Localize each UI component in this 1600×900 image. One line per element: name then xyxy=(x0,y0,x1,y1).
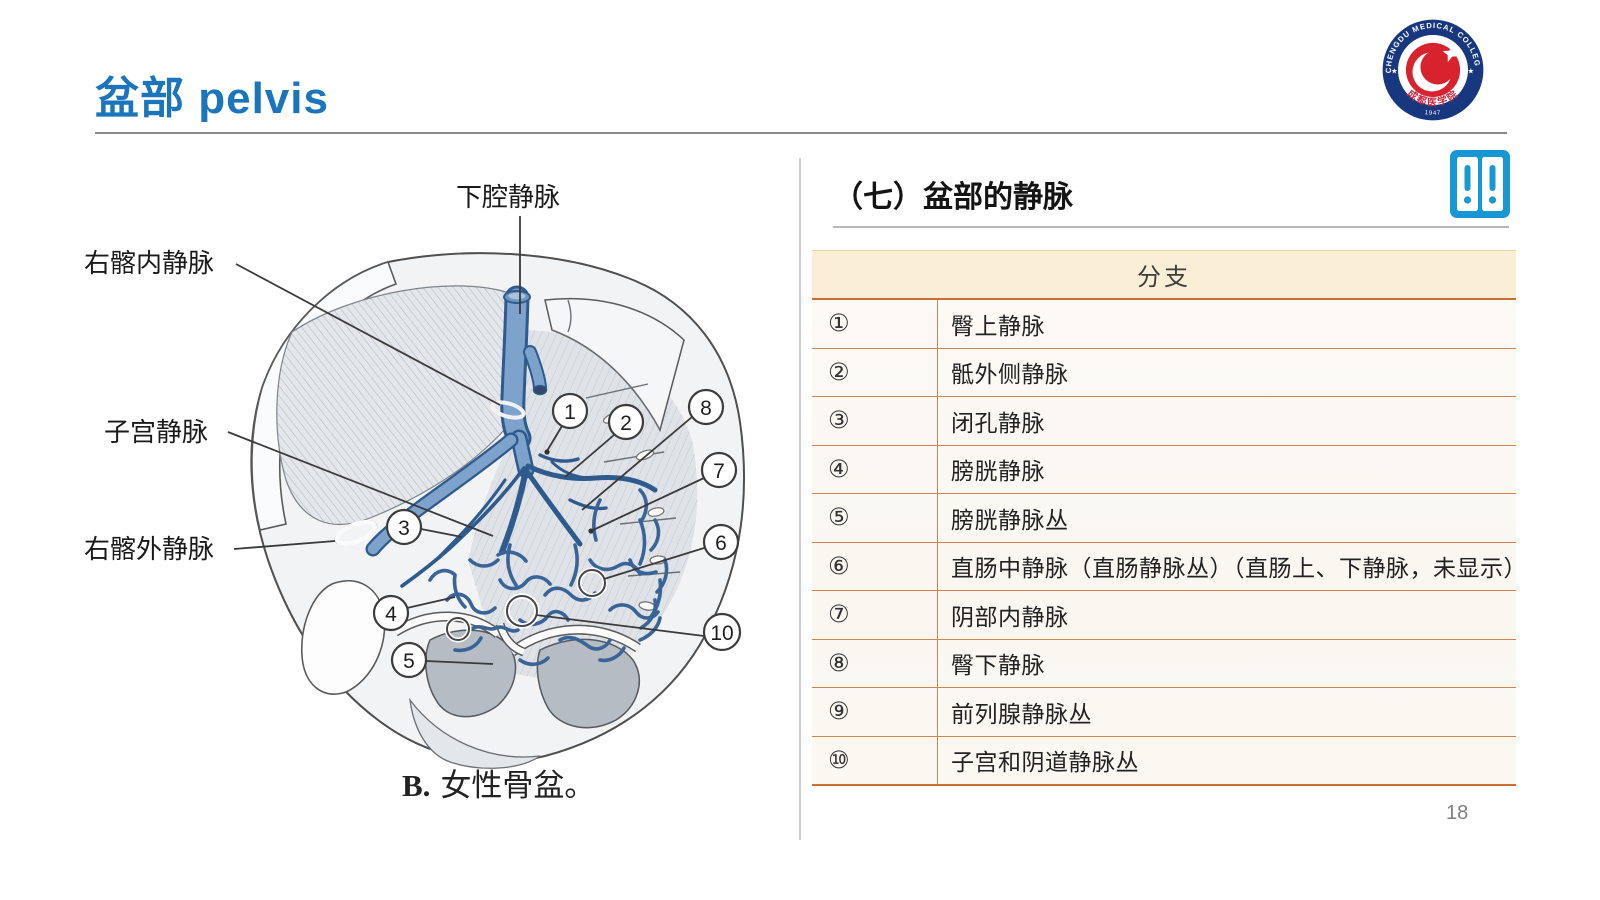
marker-1: 1 xyxy=(551,392,589,430)
internal-iliac-ring xyxy=(490,400,526,420)
table-row: ⑨ 前列腺静脉丛 xyxy=(812,688,1516,737)
page-number: 18 xyxy=(1446,802,1469,824)
svg-text:2: 2 xyxy=(620,412,632,435)
pelvis-diagram: 1 2 8 7 6 10 3 4 5 下腔静脉 右髂内静脉 子宫静脉 右髂外静脉 xyxy=(84,183,746,769)
row-branch: 直肠中静脉（直肠静脉丛）（直肠上、下静脉，未显示） xyxy=(937,542,1527,590)
table-row: ④ 膀胱静脉 xyxy=(812,445,1516,494)
marker-10: 10 xyxy=(702,612,742,652)
table-header: 分支 xyxy=(812,250,1516,300)
section-heading: （七）盆部的静脉 xyxy=(833,181,1073,214)
external-iliac-ring xyxy=(334,519,378,547)
row-branch: 阴部内静脉 xyxy=(937,591,1516,639)
vertical-divider xyxy=(799,158,801,840)
row-number: ⑤ xyxy=(828,505,850,532)
row-number: ② xyxy=(828,359,850,386)
row-number: ⑥ xyxy=(828,553,850,580)
branches-table: 分支 ① 臀上静脉 ② 骶外侧静脉 ③ 闭孔静脉 ④ 膀胱静脉 ⑤ 膀胱静脉丛 ⑥ 直肠中静… xyxy=(812,250,1527,786)
table-row: ③ 闭孔静脉 xyxy=(812,397,1516,446)
svg-text:1: 1 xyxy=(564,401,576,424)
row-branch: 骶外侧静脉 xyxy=(937,348,1516,396)
marker-4: 4 xyxy=(372,594,410,632)
diagram-markers: 1 2 8 7 6 10 3 4 5 xyxy=(372,388,742,679)
table-row: ② 骶外侧静脉 xyxy=(812,348,1516,397)
table-row: ⑩ 子宫和阴道静脉丛 xyxy=(812,736,1516,786)
marker-5: 5 xyxy=(390,641,428,679)
row-number: ③ xyxy=(828,408,850,435)
svg-text:7: 7 xyxy=(713,460,725,483)
leader-lines xyxy=(227,216,705,665)
marker-7: 7 xyxy=(700,451,738,489)
row-branch: 前列腺静脉丛 xyxy=(937,688,1516,736)
label-ivc: 下腔静脉 xyxy=(456,183,560,212)
row-branch: 闭孔静脉 xyxy=(937,397,1516,445)
marker-3: 3 xyxy=(385,508,423,546)
row-number: ⑩ xyxy=(828,747,850,774)
caption-letter: B. xyxy=(402,768,431,803)
plexus-rings xyxy=(444,567,608,643)
row-branch: 臀上静脉 xyxy=(937,300,1516,348)
table-row: ⑥ 直肠中静脉（直肠静脉丛）（直肠上、下静脉，未显示） xyxy=(812,542,1527,591)
row-number: ⑧ xyxy=(828,650,850,677)
logo-year: 1947 xyxy=(1424,110,1442,117)
svg-text:8: 8 xyxy=(700,397,712,420)
heading-underline xyxy=(833,226,1509,228)
row-number: ⑨ xyxy=(828,699,850,726)
binders-icon xyxy=(1450,150,1510,218)
label-uterine-vein: 子宫静脉 xyxy=(104,418,208,447)
marker-6: 6 xyxy=(702,523,740,561)
svg-text:10: 10 xyxy=(710,622,733,645)
college-logo-icon: CHENGDU MEDICAL COLLEGE ★ ★ 成都医学院 1947 xyxy=(1377,14,1484,121)
logo-star-right: ★ xyxy=(1468,67,1475,76)
svg-text:6: 6 xyxy=(715,532,727,555)
table-row: ⑦ 阴部内静脉 xyxy=(812,591,1516,640)
title-divider xyxy=(95,132,1507,134)
row-number: ① xyxy=(828,311,850,338)
row-number: ④ xyxy=(828,456,850,483)
table-row: ⑧ 臀下静脉 xyxy=(812,639,1516,688)
table-row: ⑤ 膀胱静脉丛 xyxy=(812,494,1516,543)
logo-star-left: ★ xyxy=(1391,67,1398,76)
row-branch: 膀胱静脉 xyxy=(937,445,1516,493)
svg-text:4: 4 xyxy=(385,603,397,626)
figure-caption: B. 女性骨盆。 xyxy=(402,760,595,805)
svg-text:5: 5 xyxy=(403,650,415,673)
label-right-external-iliac: 右髂外静脉 xyxy=(84,535,214,564)
row-branch: 膀胱静脉丛 xyxy=(937,494,1516,542)
page-title: 盆部 pelvis xyxy=(95,74,329,123)
row-number: ⑦ xyxy=(828,602,850,629)
caption-text: 女性骨盆。 xyxy=(440,768,596,803)
svg-text:3: 3 xyxy=(398,517,410,540)
label-right-internal-iliac: 右髂内静脉 xyxy=(84,249,214,278)
row-branch: 臀下静脉 xyxy=(937,639,1516,687)
marker-8: 8 xyxy=(687,388,725,426)
marker-2: 2 xyxy=(607,403,645,441)
table-row: ① 臀上静脉 xyxy=(812,300,1516,349)
row-branch: 子宫和阴道静脉丛 xyxy=(937,736,1516,784)
